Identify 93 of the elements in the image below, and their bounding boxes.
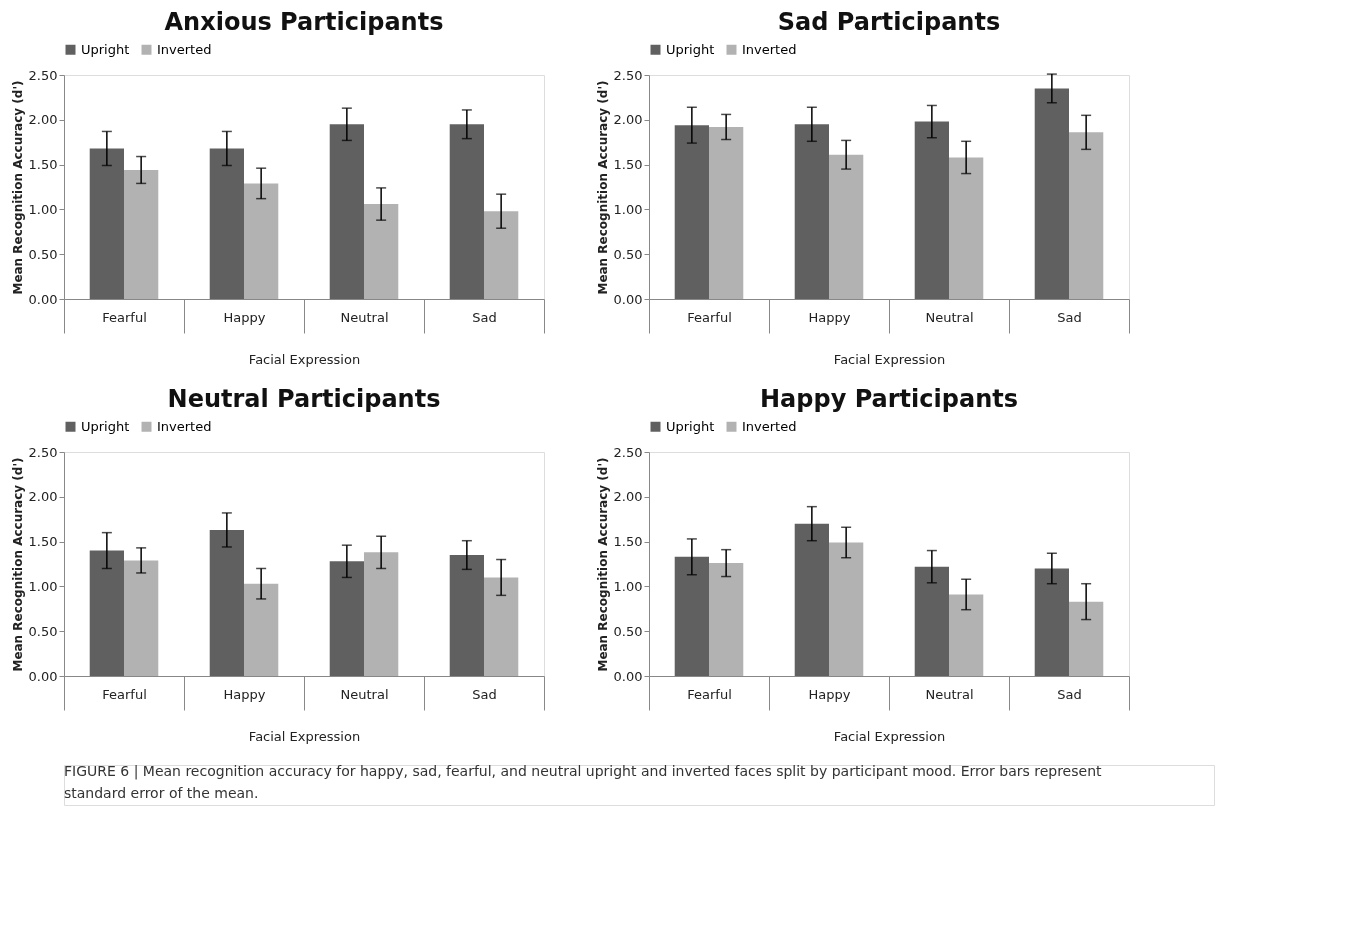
bar — [364, 552, 399, 676]
x-tick-label: Happy — [223, 686, 266, 702]
x-tick-label: Fearful — [687, 309, 732, 325]
y-tick-label: 1.50 — [613, 157, 643, 173]
legend-label: Inverted — [742, 41, 797, 57]
bar — [914, 121, 949, 299]
bar — [89, 148, 124, 299]
y-tick-label: 2.00 — [613, 489, 643, 505]
bar — [1034, 88, 1069, 299]
bar — [829, 542, 864, 676]
y-tick-label: 2.50 — [28, 67, 58, 83]
bar — [329, 124, 364, 299]
bar — [709, 563, 744, 676]
y-tick-label: 0.00 — [613, 668, 643, 684]
legend-label: Upright — [81, 41, 130, 57]
y-tick-label: 0.50 — [613, 246, 643, 262]
y-tick-label: 2.00 — [613, 112, 643, 128]
y-tick-label: 2.50 — [28, 444, 58, 460]
x-axis-title: Facial Expression — [833, 352, 946, 367]
y-axis-title: Mean Recognition Accuracy (d') — [10, 80, 25, 295]
x-tick-label: Sad — [472, 309, 497, 325]
chart-title: Happy Participants — [760, 385, 1018, 413]
y-axis-title: Mean Recognition Accuracy (d') — [10, 457, 25, 672]
x-axis-title: Facial Expression — [248, 729, 361, 744]
bar — [124, 169, 159, 299]
legend-label: Upright — [666, 418, 715, 434]
y-tick-label: 1.00 — [613, 201, 643, 217]
bar — [794, 124, 829, 299]
y-tick-label: 1.50 — [28, 534, 58, 550]
legend-label: Upright — [666, 41, 715, 57]
y-tick-label: 0.00 — [28, 291, 58, 307]
y-tick-label: 2.00 — [28, 112, 58, 128]
x-tick-label: Neutral — [340, 686, 389, 702]
y-tick-label: 0.50 — [613, 623, 643, 639]
y-tick-label: 1.50 — [28, 157, 58, 173]
x-tick-label: Happy — [223, 309, 266, 325]
y-tick-label: 1.00 — [613, 578, 643, 594]
y-tick-label: 1.00 — [28, 578, 58, 594]
y-tick-label: 0.00 — [613, 291, 643, 307]
y-tick-label: 0.50 — [28, 623, 58, 639]
bar — [1069, 601, 1104, 676]
bar — [484, 577, 519, 676]
bar — [449, 124, 484, 299]
bar — [674, 556, 709, 676]
chart-title: Sad Participants — [777, 8, 1001, 36]
chart-title: Anxious Participants — [164, 8, 444, 36]
y-tick-label: 2.50 — [613, 444, 643, 460]
y-tick-label: 0.00 — [28, 668, 58, 684]
legend-label: Upright — [81, 418, 130, 434]
x-tick-label: Sad — [1057, 686, 1082, 702]
y-tick-label: 2.00 — [28, 489, 58, 505]
caption: FIGURE 6 | Mean recognition accuracy for happy, sad, fearful, and neutral upright and inverted faces split by participant mood. Error bars represent standard error of the mean. — [64, 763, 1103, 801]
bar — [244, 583, 279, 676]
x-tick-label: Fearful — [102, 309, 147, 325]
x-tick-label: Happy — [808, 309, 851, 325]
bar — [449, 555, 484, 676]
x-tick-label: Neutral — [925, 686, 974, 702]
bar — [124, 560, 159, 676]
x-tick-label: Neutral — [925, 309, 974, 325]
y-axis-title: Mean Recognition Accuracy (d') — [595, 80, 610, 295]
y-tick-label: 1.50 — [613, 534, 643, 550]
x-tick-label: Happy — [808, 686, 851, 702]
legend-label: Inverted — [157, 418, 212, 434]
bar — [674, 125, 709, 299]
bar — [949, 594, 984, 676]
y-tick-label: 1.00 — [28, 201, 58, 217]
bar — [209, 148, 244, 299]
bar — [794, 523, 829, 676]
bar — [484, 211, 519, 299]
bar — [329, 561, 364, 676]
bar — [949, 157, 984, 299]
bar — [209, 529, 244, 676]
y-axis-title: Mean Recognition Accuracy (d') — [595, 457, 610, 672]
bar — [914, 566, 949, 676]
x-axis-title: Facial Expression — [248, 352, 361, 367]
bar — [244, 183, 279, 299]
x-tick-label: Sad — [1057, 309, 1082, 325]
bar — [829, 154, 864, 299]
legend-label: Inverted — [157, 41, 212, 57]
bar — [89, 550, 124, 676]
x-axis-title: Facial Expression — [833, 729, 946, 744]
x-tick-label: Neutral — [340, 309, 389, 325]
x-tick-label: Sad — [472, 686, 497, 702]
bar — [1069, 132, 1104, 299]
chart-title: Neutral Participants — [167, 385, 441, 413]
legend-label: Inverted — [742, 418, 797, 434]
x-tick-label: Fearful — [102, 686, 147, 702]
y-tick-label: 0.50 — [28, 246, 58, 262]
y-tick-label: 2.50 — [613, 67, 643, 83]
bar — [364, 204, 399, 299]
bar — [1034, 568, 1069, 676]
bar — [709, 126, 744, 299]
x-tick-label: Fearful — [687, 686, 732, 702]
